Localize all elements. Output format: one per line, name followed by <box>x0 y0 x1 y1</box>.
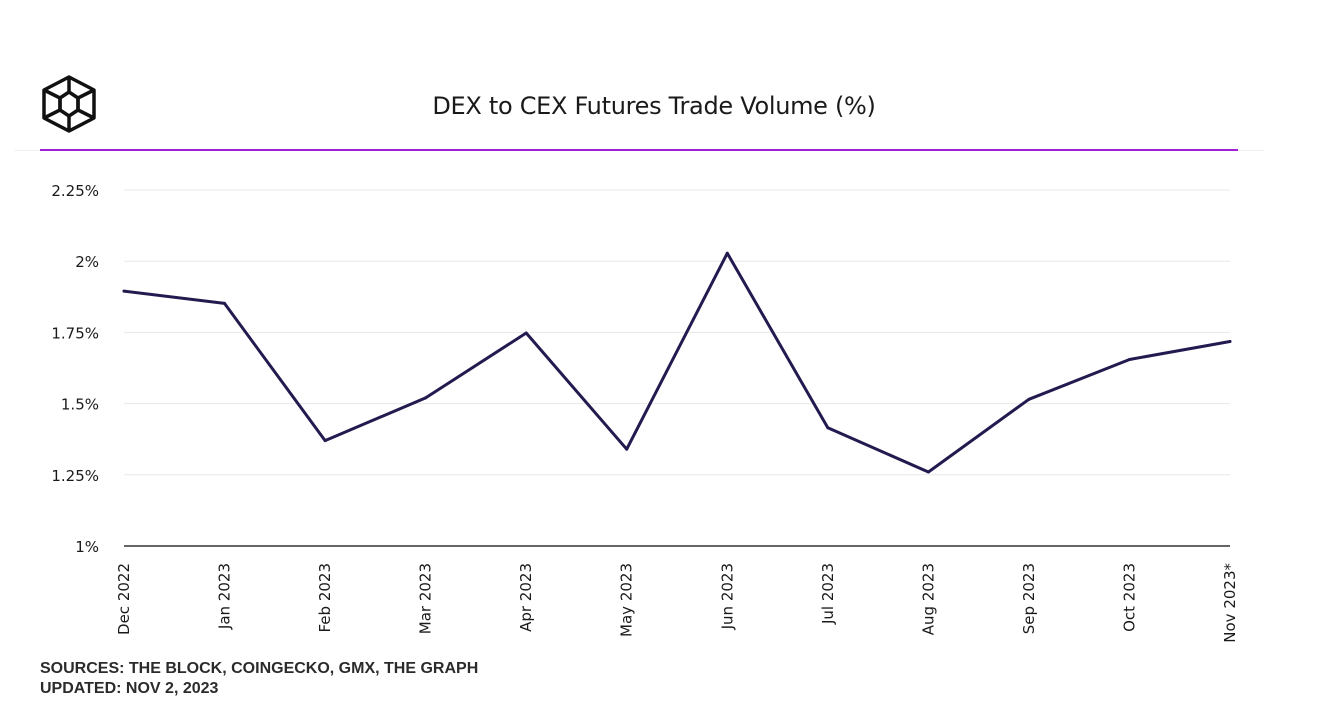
x-tick-label: Feb 2023 <box>316 563 334 633</box>
y-tick-label: 1.75% <box>51 324 99 342</box>
data-point <box>625 447 629 451</box>
y-tick-label: 1% <box>75 538 99 556</box>
data-point <box>1027 397 1031 401</box>
x-tick-label: Aug 2023 <box>919 563 937 635</box>
x-tick-label: Dec 2022 <box>115 563 133 635</box>
chart-title: DEX to CEX Futures Trade Volume (%) <box>432 92 876 120</box>
x-tick-label: May 2023 <box>618 563 636 637</box>
y-tick-label: 1.25% <box>51 467 99 485</box>
data-point <box>725 251 729 255</box>
x-tick-label: Apr 2023 <box>517 563 535 632</box>
data-point <box>323 439 327 443</box>
y-tick-label: 1.5% <box>61 396 99 414</box>
data-point <box>424 396 428 400</box>
x-tick-label: Jan 2023 <box>216 563 234 630</box>
x-tick-label: Sep 2023 <box>1020 563 1038 634</box>
updated-text: UPDATED: NOV 2, 2023 <box>40 680 219 697</box>
header-divider <box>40 149 1238 151</box>
data-point <box>926 470 930 474</box>
series-line <box>122 251 1232 474</box>
cube-logo-icon <box>42 75 96 133</box>
x-tick-label: Jul 2023 <box>819 563 837 625</box>
x-tick-label: Nov 2023* <box>1221 563 1239 643</box>
data-point <box>1228 340 1232 344</box>
sources-block: SOURCES: THE BLOCK, COINGECKO, GMX, THE … <box>40 659 478 699</box>
x-tick-label: Oct 2023 <box>1120 563 1138 632</box>
sources-text: SOURCES: THE BLOCK, COINGECKO, GMX, THE … <box>40 660 479 677</box>
y-tick-label: 2.25% <box>51 182 99 200</box>
x-tick-label: Mar 2023 <box>417 563 435 634</box>
data-point <box>1127 357 1131 361</box>
x-tick-label: Jun 2023 <box>718 563 736 630</box>
data-point <box>826 426 830 430</box>
data-point <box>524 331 528 335</box>
data-point <box>122 289 126 293</box>
data-point <box>223 301 227 305</box>
y-tick-label: 2% <box>75 253 99 271</box>
